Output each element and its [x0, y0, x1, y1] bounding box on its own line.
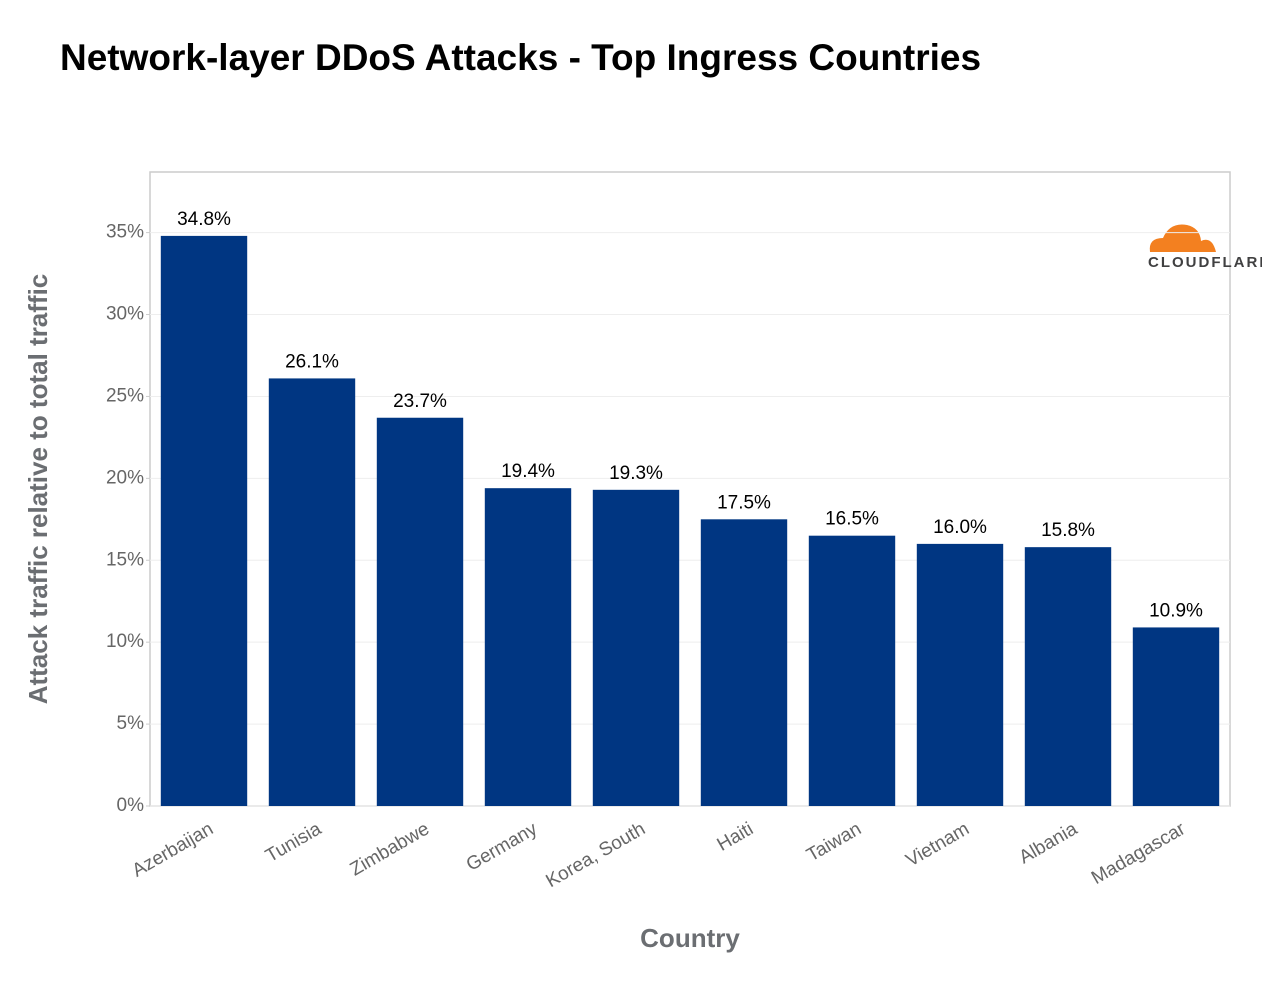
bar [1024, 547, 1112, 806]
y-tick-label: 30% [106, 304, 144, 325]
bar [1132, 627, 1220, 806]
x-tick-label: Azerbaijan [129, 818, 217, 881]
value-label: 15.8% [1041, 520, 1095, 541]
bar [376, 417, 464, 806]
bar [592, 489, 680, 806]
x-tick-label: Haiti [714, 818, 757, 855]
x-tick-label: Korea, South [542, 818, 649, 892]
value-label: 16.0% [933, 517, 987, 538]
y-tick-label: 25% [106, 385, 144, 406]
y-tick-label: 15% [106, 549, 144, 570]
y-axis-title: Attack traffic relative to total traffic [23, 274, 53, 705]
x-tick-label: Vietnam [902, 818, 973, 871]
x-tick-label: Germany [463, 818, 542, 876]
logo-text: CLOUDFLARE [1148, 254, 1262, 271]
bar [808, 535, 896, 806]
x-tick-label: Albania [1016, 818, 1082, 868]
bar [916, 543, 1004, 806]
bar [268, 378, 356, 806]
logo: CLOUDFLARE [1148, 224, 1262, 271]
bar [484, 488, 572, 806]
bar [700, 519, 788, 806]
value-label: 10.9% [1149, 600, 1203, 621]
x-tick-label: Tunisia [262, 818, 325, 867]
value-label: 16.5% [825, 509, 879, 530]
x-tick-label: Madagascar [1088, 818, 1190, 889]
value-label: 34.8% [177, 209, 231, 230]
value-label: 26.1% [285, 351, 339, 372]
y-tick-label: 20% [106, 467, 144, 488]
value-label: 17.5% [717, 492, 771, 513]
x-axis-title: Country [640, 923, 740, 953]
y-tick-label: 0% [117, 795, 145, 816]
logo-cloud [1149, 224, 1216, 252]
x-tick-label: Taiwan [803, 818, 865, 866]
y-tick-label: 5% [117, 713, 145, 734]
chart-title: Network-layer DDoS Attacks - Top Ingress… [60, 37, 981, 78]
x-tick-label: Zimbabwe [347, 818, 433, 880]
value-label: 19.4% [501, 461, 555, 482]
y-tick-label: 10% [106, 631, 144, 652]
value-label: 19.3% [609, 463, 663, 484]
bar [160, 235, 248, 806]
value-label: 23.7% [393, 391, 447, 412]
y-tick-label: 35% [106, 222, 144, 243]
